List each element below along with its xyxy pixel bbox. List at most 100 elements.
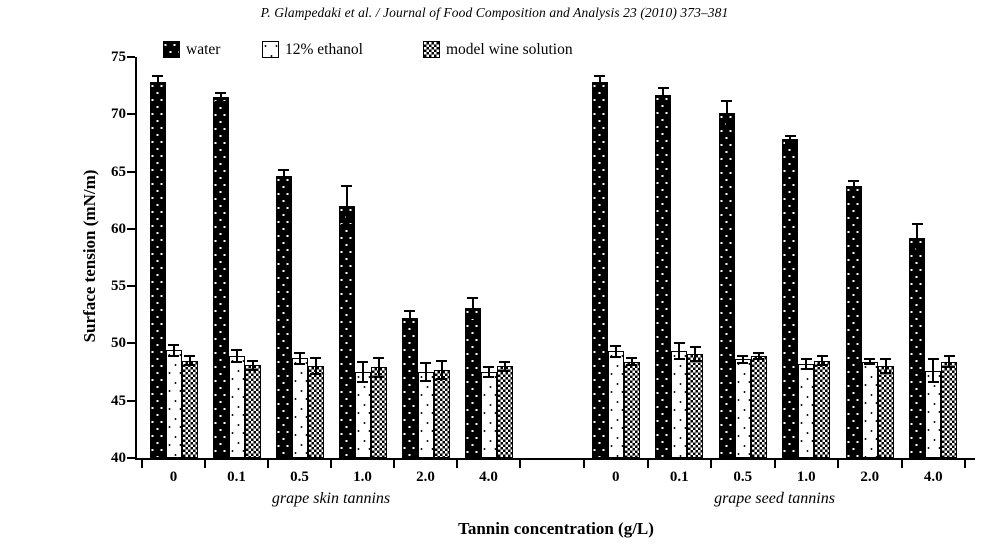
x-tick	[710, 460, 712, 468]
bar-model-wine-solution-grape-skin-tannins-0.5	[307, 366, 324, 458]
error-bar-cap-bottom	[483, 375, 494, 378]
error-bar-cap-top	[483, 366, 494, 369]
bar-model-wine-solution-grape-skin-tannins-2.0	[433, 369, 450, 458]
journal-citation: P. Glampedaki et al. / Journal of Food C…	[260, 5, 729, 20]
y-tick-label: 50	[111, 335, 126, 352]
error-bar-cap-bottom	[152, 86, 163, 89]
x-axis-line	[135, 458, 975, 460]
error-bar-cap-bottom	[373, 375, 384, 378]
error-bar-cap-bottom	[341, 224, 352, 227]
x-category-label: 0	[612, 469, 620, 485]
error-bar-cap-bottom	[467, 317, 478, 320]
bar-water-grape-skin-tannins-0	[149, 82, 166, 458]
error-bar-line	[630, 358, 633, 366]
x-category-label: 0	[169, 469, 178, 485]
error-bar-line	[757, 352, 760, 360]
error-bar-line	[694, 346, 697, 361]
error-bar-cap-top	[610, 344, 622, 347]
bar-12-ethanol-grape-skin-tannins-2.0	[417, 372, 434, 458]
error-bar-line	[805, 359, 808, 369]
error-bar-cap-bottom	[673, 358, 685, 361]
x-tick	[519, 460, 521, 468]
error-bar-cap-top	[673, 342, 685, 345]
bar-water-grape-seed-tannins-4.0	[909, 238, 926, 458]
error-bar-cap-bottom	[357, 381, 368, 384]
x-category-label: 0.1	[227, 469, 246, 485]
x-axis-title: Tannin concentration (g/L)	[458, 519, 654, 538]
error-bar-cap-top	[152, 75, 163, 78]
legend-swatch-model-wine-solution	[423, 41, 440, 58]
error-bar-line	[408, 311, 411, 326]
x-tick	[267, 460, 269, 468]
x-category-label: 2.0	[416, 469, 435, 485]
bar-water-grape-skin-tannins-1.0	[338, 205, 355, 458]
bar-12-ethanol-grape-seed-tannins-1.0	[798, 364, 815, 458]
bar-model-wine-solution-grape-skin-tannins-0	[181, 360, 198, 458]
error-bar-cap-bottom	[247, 368, 258, 371]
error-bar-cap-top	[184, 355, 195, 358]
bar-12-ethanol-grape-skin-tannins-1.0	[354, 372, 371, 458]
y-tick-label: 70	[111, 106, 126, 123]
error-bar-cap-bottom	[404, 324, 415, 327]
error-bar-cap-top	[784, 135, 796, 138]
legend-label-model-wine-solution: model wine solution	[446, 41, 573, 58]
error-bar-line	[298, 352, 301, 365]
bar-12-ethanol-grape-skin-tannins-0	[165, 350, 182, 458]
x-tick	[837, 460, 839, 468]
panel-label-grape-seed-tannins: grape seed tannins	[714, 490, 835, 507]
bar-model-wine-solution-grape-seed-tannins-2.0	[877, 366, 894, 458]
bar-water-grape-seed-tannins-0.1	[655, 94, 672, 458]
error-bar-cap-top	[247, 359, 258, 362]
error-bar-cap-bottom	[294, 363, 305, 366]
error-bar-cap-bottom	[594, 86, 606, 89]
y-tick	[127, 399, 135, 402]
legend-swatch-12-ethanol	[262, 41, 279, 58]
error-bar-cap-top	[721, 99, 733, 102]
error-bar-cap-top	[373, 357, 384, 360]
x-category-label: 4.0	[479, 469, 498, 485]
x-tick	[330, 460, 332, 468]
y-tick-label: 65	[111, 163, 126, 180]
error-bar-line	[789, 136, 792, 143]
bar-12-ethanol-grape-skin-tannins-0.5	[291, 358, 308, 458]
y-tick	[127, 56, 135, 58]
error-bar-line	[424, 362, 427, 382]
y-axis-line	[135, 57, 137, 460]
error-bar-line	[471, 297, 474, 319]
error-bar-line	[868, 359, 871, 365]
x-category-label: 4.0	[923, 469, 943, 485]
x-tick	[583, 460, 585, 468]
x-tick	[964, 460, 966, 468]
error-bar-cap-bottom	[278, 180, 289, 183]
error-bar-cap-bottom	[927, 381, 939, 384]
error-bar-cap-top	[278, 169, 289, 172]
x-category-label: 1.0	[353, 469, 372, 485]
bar-model-wine-solution-grape-seed-tannins-0.5	[750, 356, 767, 458]
error-bar-cap-bottom	[943, 366, 955, 369]
error-bar-cap-top	[231, 349, 242, 352]
bar-water-grape-seed-tannins-1.0	[782, 139, 799, 458]
y-tick	[127, 170, 135, 173]
error-bar-line	[662, 87, 665, 102]
error-bar-cap-top	[816, 355, 828, 358]
x-tick	[456, 460, 458, 468]
error-bar-line	[503, 361, 506, 371]
error-bar-cap-bottom	[689, 359, 701, 362]
error-bar-line	[487, 367, 490, 377]
error-bar-line	[884, 359, 887, 374]
error-bar-line	[598, 76, 601, 88]
error-bar-cap-top	[499, 360, 510, 363]
error-bar-line	[361, 361, 364, 383]
error-bar-line	[235, 350, 238, 362]
error-bar-line	[188, 356, 191, 366]
error-bar-line	[156, 76, 159, 88]
y-tick	[127, 113, 135, 116]
bar-model-wine-solution-grape-seed-tannins-0	[623, 361, 640, 458]
x-tick	[646, 460, 649, 468]
error-bar-line	[948, 356, 951, 368]
error-bar-cap-bottom	[800, 367, 812, 370]
error-bar-line	[282, 170, 285, 182]
error-bar-cap-top	[294, 351, 305, 354]
